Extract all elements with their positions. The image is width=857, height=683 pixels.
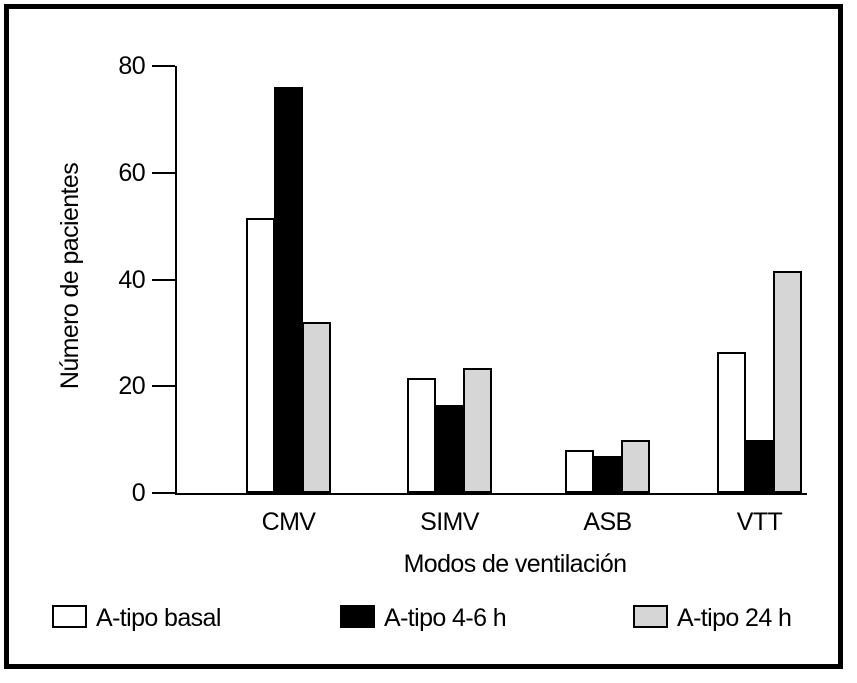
x-tick-label-vtt: VTT [736, 508, 783, 536]
bar-vtt-series-1 [745, 440, 774, 493]
bar-cmv-series-1 [274, 87, 303, 493]
x-tick-label-simv: SIMV [420, 508, 479, 536]
bar-simv-series-0 [407, 378, 436, 493]
bar-vtt-series-2 [773, 271, 802, 493]
bar-vtt-series-0 [717, 352, 746, 493]
bar-simv-series-1 [435, 405, 464, 493]
plot-area [175, 66, 807, 495]
y-tick-mark [152, 65, 175, 67]
x-tick-label-cmv: CMV [261, 508, 316, 536]
y-axis-title: Número de pacientes [56, 162, 84, 390]
legend-item-a-tipo-4-6-h: A-tipo 4-6 h [340, 603, 507, 633]
y-tick-mark [152, 385, 175, 388]
bar-cmv-series-0 [246, 218, 275, 493]
y-tick-mark [152, 278, 175, 281]
legend-label-a-tipo-4-6-h: A-tipo 4-6 h [384, 604, 507, 632]
bar-asb-series-2 [621, 440, 650, 493]
chart-frame [4, 4, 843, 669]
bar-simv-series-2 [463, 368, 492, 493]
bar-asb-series-0 [565, 450, 594, 493]
legend-swatch-a-tipo-basal [52, 604, 87, 628]
legend-item-a-tipo-24-h: A-tipo 24 h [633, 603, 792, 633]
x-axis-title: Modos de ventilación [403, 550, 627, 578]
legend-label-a-tipo-basal: A-tipo basal [96, 604, 221, 632]
y-tick-label: 20 [118, 372, 145, 401]
legend-item-a-tipo-basal: A-tipo basal [52, 603, 221, 633]
y-tick-mark [152, 171, 175, 174]
y-tick-label: 40 [118, 265, 145, 294]
y-tick-label: 80 [118, 52, 145, 80]
bar-asb-series-1 [593, 456, 622, 493]
y-tick-mark [152, 492, 175, 494]
bar-cmv-series-2 [302, 322, 331, 493]
legend-label-a-tipo-24-h: A-tipo 24 h [677, 604, 792, 632]
legend-swatch-a-tipo-24-h [633, 604, 668, 628]
y-tick-label: 60 [118, 158, 145, 187]
y-tick-label: 0 [131, 479, 146, 507]
x-tick-label-asb: ASB [583, 508, 632, 536]
legend-swatch-a-tipo-4-6-h [340, 604, 375, 628]
